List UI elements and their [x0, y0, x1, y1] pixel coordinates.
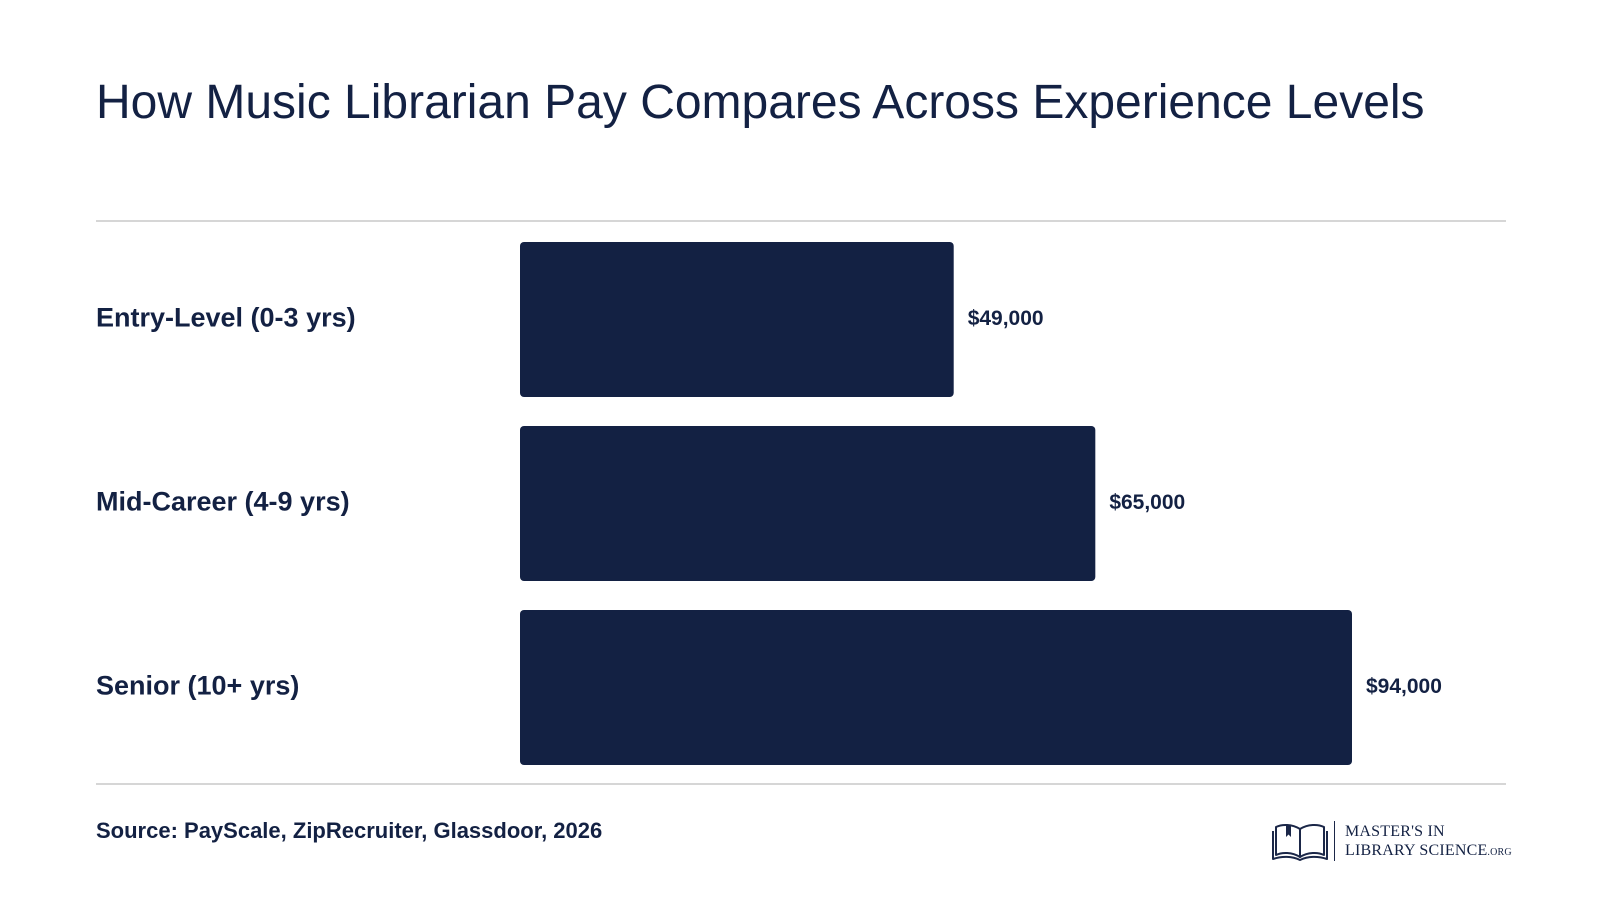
data-label: $49,000 [968, 307, 1044, 330]
source-note: Source: PayScale, ZipRecruiter, Glassdoo… [96, 818, 603, 843]
logo-text-suffix: .ORG [1487, 847, 1512, 858]
category-label: Mid-Career (4-9 yrs) [96, 487, 350, 517]
category-label: Senior (10+ yrs) [96, 671, 299, 701]
bar [520, 610, 1352, 765]
open-book-icon [1272, 823, 1328, 861]
logo-text-line2: LIBRARY SCIENCE.ORG [1345, 842, 1512, 860]
bar [520, 426, 1096, 581]
logo-text-line1: MASTER'S IN [1345, 823, 1445, 840]
top-divider [96, 220, 1506, 222]
bar [520, 242, 954, 397]
bottom-divider [96, 783, 1506, 785]
logo-text-main: LIBRARY SCIENCE [1345, 842, 1488, 859]
data-label: $65,000 [1109, 491, 1185, 514]
site-logo: MASTER'S IN LIBRARY SCIENCE.ORG [1272, 819, 1522, 865]
data-label: $94,000 [1366, 675, 1442, 698]
category-label: Entry-Level (0-3 yrs) [96, 303, 356, 333]
chart-title: How Music Librarian Pay Compares Across … [96, 76, 1425, 129]
logo-divider [1334, 821, 1335, 861]
